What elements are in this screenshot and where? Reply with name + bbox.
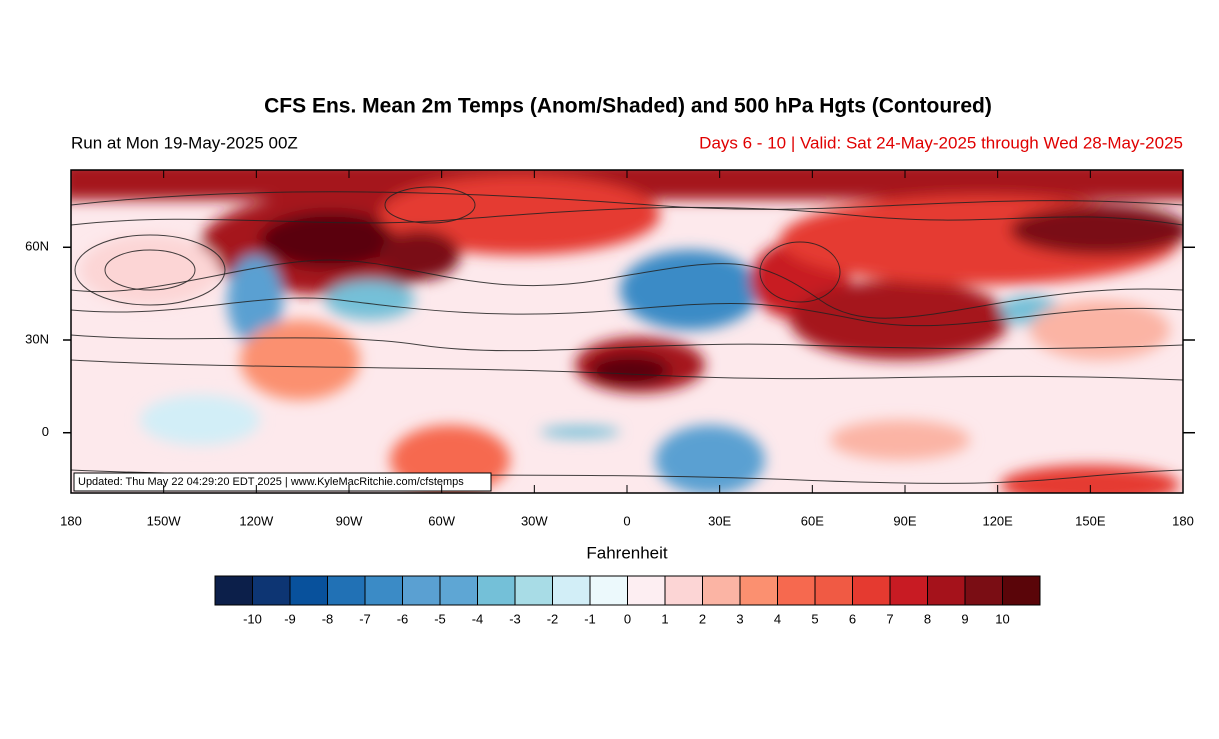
colorbar-tick-label: -8 bbox=[322, 611, 334, 626]
x-tick-label: 180 bbox=[60, 513, 82, 528]
colorbar-swatch bbox=[664, 575, 703, 606]
colorbar-swatch bbox=[739, 575, 778, 606]
colorbar-tick-label: 2 bbox=[699, 611, 706, 626]
updated-note: Updated: Thu May 22 04:29:20 EDT 2025 | … bbox=[78, 476, 464, 488]
x-tick-label: 30E bbox=[708, 513, 731, 528]
colorbar-tick-label: -1 bbox=[584, 611, 596, 626]
colorbar-tick-label: -4 bbox=[472, 611, 484, 626]
colorbar-tick-label: -10 bbox=[243, 611, 262, 626]
updated-box bbox=[73, 472, 492, 492]
colorbar-tick-label: 10 bbox=[995, 611, 1009, 626]
colorbar-swatch bbox=[889, 575, 928, 606]
colorbar-tick-label: 8 bbox=[924, 611, 931, 626]
colorbar-tick-label: -7 bbox=[359, 611, 371, 626]
colorbar-tick-label: -5 bbox=[434, 611, 446, 626]
x-tick-label: 90E bbox=[893, 513, 916, 528]
colorbar-tick-label: 9 bbox=[961, 611, 968, 626]
colorbar-tick-label: 3 bbox=[736, 611, 743, 626]
colorbar-tick-label: -3 bbox=[509, 611, 521, 626]
y-tick-label: 0 bbox=[42, 424, 49, 439]
colorbar-swatch bbox=[252, 575, 291, 606]
colorbar-tick-label: 4 bbox=[774, 611, 781, 626]
x-tick-label: 60W bbox=[428, 513, 455, 528]
colorbar-swatch bbox=[702, 575, 741, 606]
colorbar-tick-label: 5 bbox=[811, 611, 818, 626]
colorbar-swatch bbox=[402, 575, 441, 606]
colorbar-tick-label: 1 bbox=[661, 611, 668, 626]
colorbar-swatch bbox=[364, 575, 403, 606]
subtitle-left: Run at Mon 19-May-2025 00Z bbox=[71, 133, 298, 152]
y-tick-label: 30N bbox=[25, 331, 49, 346]
colorbar-tick-label: 7 bbox=[886, 611, 893, 626]
colorbar-swatch bbox=[439, 575, 478, 606]
title: CFS Ens. Mean 2m Temps (Anom/Shaded) and… bbox=[264, 95, 992, 118]
colorbar-swatch bbox=[1002, 575, 1041, 606]
colorbar-label: Fahrenheit bbox=[586, 543, 668, 562]
colorbar-swatch bbox=[814, 575, 853, 606]
colorbar-swatch bbox=[777, 575, 816, 606]
x-tick-label: 0 bbox=[623, 513, 630, 528]
colorbar-tick-label: -6 bbox=[397, 611, 409, 626]
x-tick-label: 90W bbox=[336, 513, 363, 528]
colorbar-swatch bbox=[964, 575, 1003, 606]
colorbar-swatch bbox=[589, 575, 628, 606]
colorbar-swatch bbox=[852, 575, 891, 606]
colorbar-swatch bbox=[477, 575, 516, 606]
map-field bbox=[71, 170, 1183, 493]
x-tick-label: 180 bbox=[1172, 513, 1194, 528]
colorbar-swatch bbox=[327, 575, 366, 606]
subtitle-right: Days 6 - 10 | Valid: Sat 24-May-2025 thr… bbox=[699, 133, 1183, 152]
x-tick-label: 150E bbox=[1075, 513, 1106, 528]
colorbar-tick-label: 6 bbox=[849, 611, 856, 626]
colorbar-tick-label: 0 bbox=[624, 611, 631, 626]
colorbar-swatch bbox=[514, 575, 553, 606]
colorbar-swatch bbox=[627, 575, 666, 606]
colorbar-swatch bbox=[214, 575, 253, 606]
colorbar-swatch bbox=[552, 575, 591, 606]
x-tick-label: 30W bbox=[521, 513, 548, 528]
colorbar-tick-label: -2 bbox=[547, 611, 559, 626]
x-tick-label: 120E bbox=[982, 513, 1013, 528]
colorbar-swatch bbox=[289, 575, 328, 606]
x-tick-label: 120W bbox=[239, 513, 274, 528]
x-tick-label: 60E bbox=[801, 513, 824, 528]
x-tick-label: 150W bbox=[147, 513, 182, 528]
colorbar-swatch bbox=[927, 575, 966, 606]
colorbar-tick-label: -9 bbox=[284, 611, 296, 626]
y-tick-label: 60N bbox=[25, 239, 49, 254]
